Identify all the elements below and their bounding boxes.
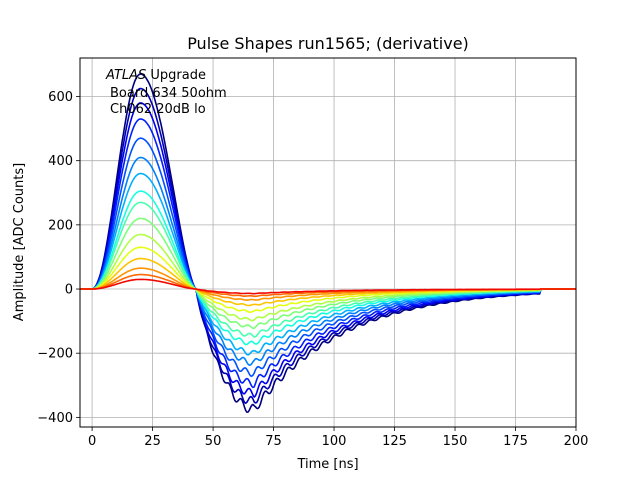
y-tick-label: 200	[48, 218, 73, 233]
grid	[80, 58, 577, 427]
annotation-line-3: Ch062 20dB lo	[110, 102, 206, 117]
x-tick-label: 175	[503, 434, 528, 449]
annotation-upgrade: Upgrade	[146, 68, 206, 83]
y-tick-label: −200	[37, 347, 73, 362]
x-axis-label: Time [ns]	[296, 457, 358, 472]
x-tick-label: 25	[144, 434, 161, 449]
annotation-line-1: ATLAS Upgrade	[105, 68, 206, 83]
chart-title: Pulse Shapes run1565; (derivative)	[187, 34, 469, 53]
plot-frame	[79, 57, 577, 428]
y-tick-label: 600	[48, 90, 73, 105]
x-tick-label: 150	[443, 434, 468, 449]
annotation-atlas: ATLAS	[105, 68, 146, 83]
x-tick-label: 50	[205, 434, 222, 449]
x-tick-label: 200	[564, 434, 589, 449]
y-tick-label: 0	[65, 283, 73, 298]
atlas-annotation: ATLAS Upgrade Board 634 50ohm Ch062 20dB…	[105, 68, 227, 117]
y-axis-label: Amplitude [ADC Counts]	[12, 163, 27, 321]
annotation-line-2: Board 634 50ohm	[110, 86, 227, 101]
series-layer	[80, 73, 576, 413]
ticks: 0 25 50 75 100 125 150 175 200 −400 −200 0 200 400 600	[37, 90, 588, 449]
y-tick-label: 400	[48, 154, 73, 169]
x-tick-label: 0	[88, 434, 96, 449]
x-tick-label: 75	[265, 434, 282, 449]
x-tick-label: 100	[322, 434, 347, 449]
series-line-pulse-16	[80, 278, 576, 295]
y-tick-label: −400	[37, 411, 73, 426]
x-tick-label: 125	[382, 434, 407, 449]
